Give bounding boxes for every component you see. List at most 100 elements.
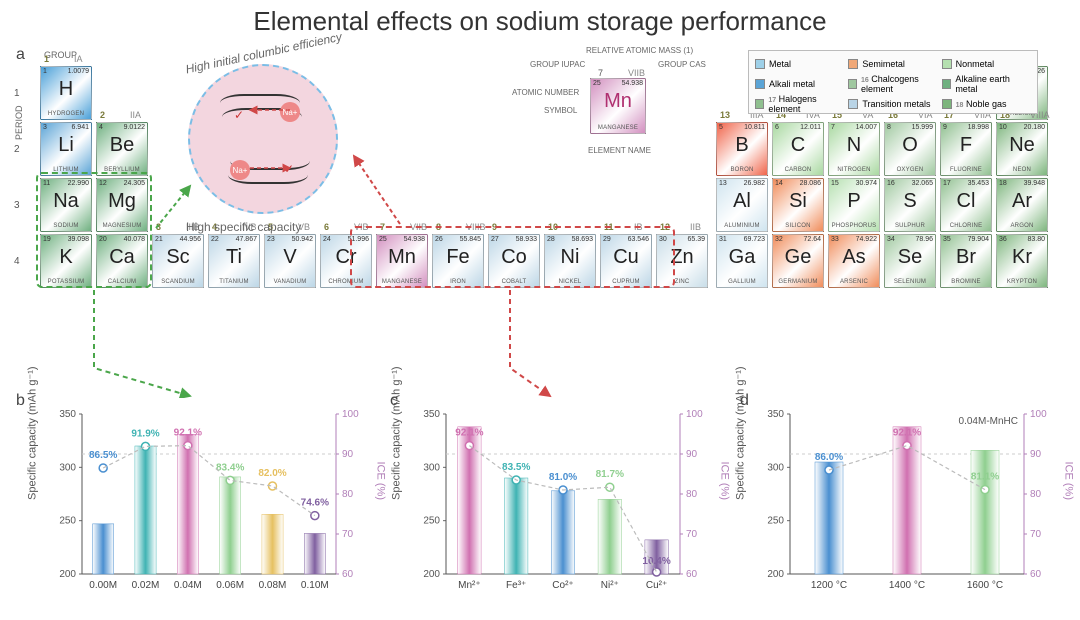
key-element-cell: 2554.938MnMANGANESE [590,78,646,134]
svg-text:90: 90 [686,449,698,460]
svg-text:300: 300 [423,462,440,473]
legend-item: Transition metals [848,95,937,113]
red-dashed-box [350,226,675,288]
red-down-arrow-icon [430,288,630,398]
svg-text:60: 60 [342,569,354,580]
legend-item: Metal [755,55,844,73]
legend-item: Nonmetal [942,55,1031,73]
ylabel2: ICE (%) [374,462,386,501]
svg-text:90: 90 [1030,449,1042,460]
green-dashed-box [36,172,152,288]
element-Ti: 2247.867TiTITANIUM [208,234,260,288]
ylabel2: ICE (%) [1062,462,1074,501]
svg-text:80: 80 [342,489,354,500]
legend-item: 16 Chalcogens element [848,75,937,93]
svg-text:60: 60 [1030,569,1042,580]
svg-text:250: 250 [59,516,76,527]
bubble-hs-text: High specific capacity [186,220,301,234]
element-N: 714.007NNITROGEN [828,122,880,176]
svg-text:Fe³⁺: Fe³⁺ [506,580,526,591]
svg-text:0.00M: 0.00M [89,580,117,591]
element-Ge: 3272.64GeGERMANIUM [772,234,824,288]
svg-text:Cu²⁺: Cu²⁺ [646,580,667,591]
group-num-label: 13 [720,110,730,120]
element-Ga: 3169.723GaGALLIUM [716,234,768,288]
svg-text:1200 °C: 1200 °C [811,580,847,591]
green-arrow-icon [150,178,200,238]
svg-text:86.0%: 86.0% [815,452,843,463]
element-P: 1530.974PPHOSPHORUS [828,178,880,232]
legend-box: MetalSemimetalNonmetalAlkali metal16 Cha… [748,50,1038,114]
svg-text:0.04M-MnHC: 0.04M-MnHC [959,416,1018,427]
svg-text:250: 250 [423,516,440,527]
element-V: 2350.942VVANADIUM [264,234,316,288]
svg-text:60: 60 [686,569,698,580]
period-label: 4 [14,256,20,267]
key-atomicnum-label: ATOMIC NUMBER [512,88,579,97]
element-B: 510.811BBORON [716,122,768,176]
panel-a-label: a [16,46,25,64]
svg-text:200: 200 [423,569,440,580]
period-label: 3 [14,200,20,211]
svg-text:350: 350 [767,409,784,420]
svg-text:81.1%: 81.1% [971,472,999,483]
svg-text:70: 70 [342,529,354,540]
chart-b: Specific capacity (mAh g⁻¹)ICE (%)200250… [36,400,376,600]
svg-text:83.4%: 83.4% [216,462,244,473]
svg-text:90: 90 [342,449,354,460]
green-down-arrow-icon [90,288,390,398]
legend-item: Alkali metal [755,75,844,93]
key-symbol-label: SYMBOL [544,106,577,115]
roman-label: IA [74,54,83,64]
svg-text:74.6%: 74.6% [301,498,329,509]
bubble-circle: Na+ Na+ ✓ ✓ [188,64,338,214]
svg-text:100: 100 [1030,409,1047,420]
period-side-label: PERIOD [14,105,24,140]
key-element-callout: RELATIVE ATOMIC MASS (1) GROUP IUPAC GRO… [500,50,720,170]
svg-text:200: 200 [59,569,76,580]
panel-b-label: b [16,392,25,410]
svg-text:1400 °C: 1400 °C [889,580,925,591]
svg-text:Co²⁺: Co²⁺ [552,580,573,591]
ylabel2: ICE (%) [718,462,730,501]
svg-text:10.4%: 10.4% [642,556,670,567]
key-mass-label: RELATIVE ATOMIC MASS (1) [586,46,693,55]
key-iupac-label: GROUP IUPAC [530,60,585,69]
svg-text:81.7%: 81.7% [596,469,624,480]
key-name-label: ELEMENT NAME [588,146,651,155]
legend-item: 17 Halogens element [755,95,844,113]
svg-text:100: 100 [342,409,359,420]
red-arrow-icon [350,150,440,230]
element-Sc: 2144.956ScSCANDIUM [152,234,204,288]
element-Ar: 1839.948ArARGON [996,178,1048,232]
svg-text:92.1%: 92.1% [174,428,202,439]
ylabel: Specific capacity (mAh g⁻¹) [26,366,39,500]
svg-text:300: 300 [59,462,76,473]
svg-text:86.5%: 86.5% [89,450,117,461]
svg-text:300: 300 [767,462,784,473]
element-Kr: 3683.80KrKRYPTON [996,234,1048,288]
efficiency-bubble: High initial columbic efficiency Na+ Na+… [178,50,346,218]
group-num-label: 6 [324,222,329,232]
svg-text:0.10M: 0.10M [301,580,329,591]
element-O: 815.999OOXYGEN [884,122,936,176]
chart-c: Specific capacity (mAh g⁻¹)ICE (%)200250… [400,400,720,600]
element-Cl: 1735.453ClCHLORINE [940,178,992,232]
element-Al: 1326.982AlALUMINIUM [716,178,768,232]
period-label: 2 [14,144,20,155]
svg-text:80: 80 [686,489,698,500]
svg-text:91.9%: 91.9% [131,428,159,439]
key-cas-label: GROUP CAS [658,60,706,69]
legend-item: Alkaline earth metal [942,75,1031,93]
svg-text:250: 250 [767,516,784,527]
key-group-num: 7 [598,68,603,78]
element-C: 612.011CCARBON [772,122,824,176]
element-Si: 1428.086SiSILICON [772,178,824,232]
svg-text:100: 100 [686,409,703,420]
ylabel: Specific capacity (mAh g⁻¹) [390,366,403,500]
roman-label: IIB [690,222,701,232]
element-Se: 3478.96SeSELENIUM [884,234,936,288]
svg-text:1600 °C: 1600 °C [967,580,1003,591]
element-Br: 3579.904BrBROMINE [940,234,992,288]
main-title: Elemental effects on sodium storage perf… [0,6,1080,37]
